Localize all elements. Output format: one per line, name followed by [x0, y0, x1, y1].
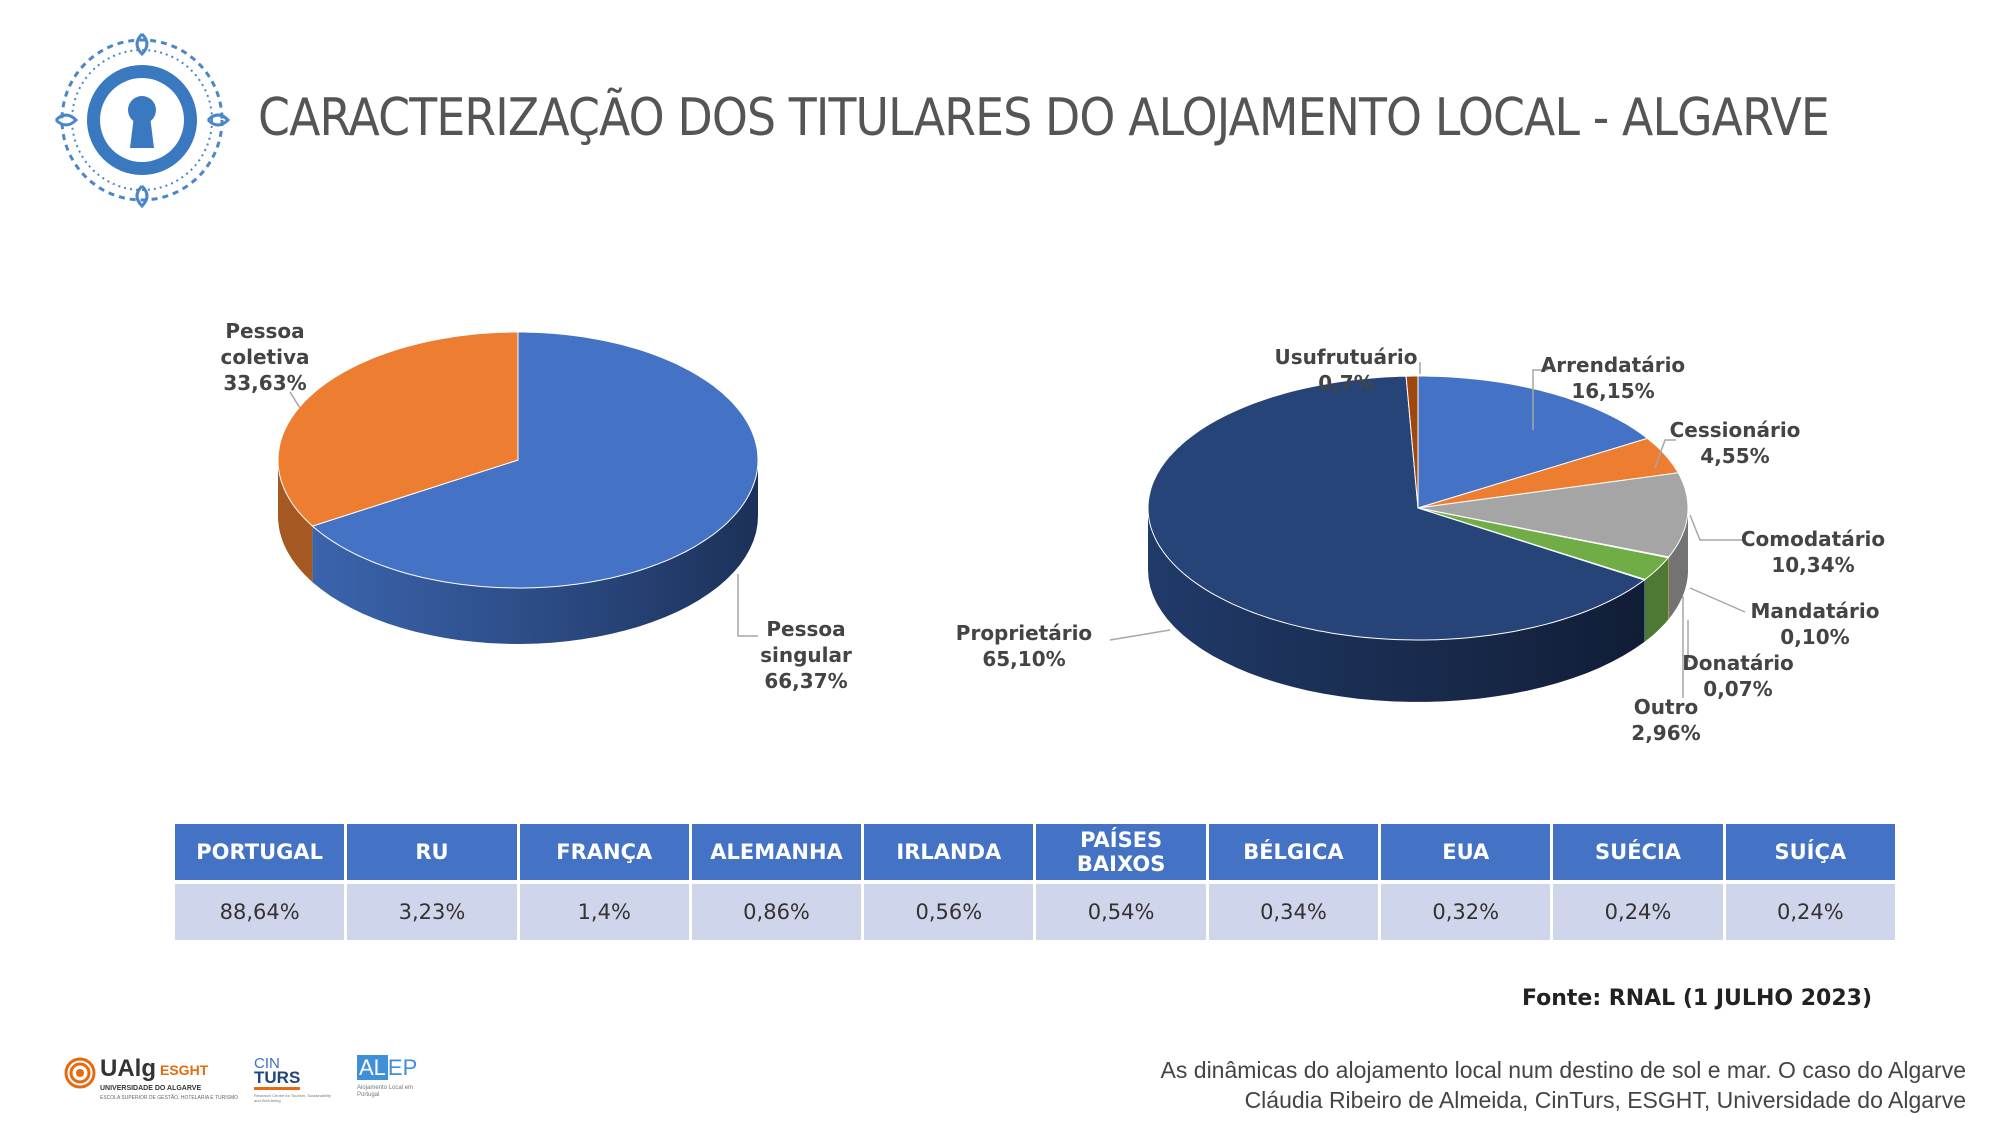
label-usufrutu-rio: Usufrutuário 0,7%: [1275, 345, 1418, 395]
pie-slice-arrendat-rio: [1417, 375, 1649, 509]
column-header: SUÍÇA: [1725, 824, 1895, 884]
alep-logo: ALEP Alojamento Local em Portugal: [357, 1055, 447, 1107]
table-cell: 0,54%: [1036, 884, 1206, 940]
table-cell: 0,56%: [864, 884, 1034, 940]
pie-slice-usufrutu-rio: [1405, 375, 1419, 509]
footer-line-2: Cláudia Ribeiro de Almeida, CinTurs, ESG…: [1244, 1087, 1966, 1113]
partner-logos: UAlg ESGHT UNIVERSIDADE DO ALGARVE ESCOL…: [64, 1055, 444, 1110]
pie-slice-pessoa-singular: [311, 331, 759, 589]
pie-slice-side: [278, 460, 313, 583]
ualg-mark-icon: [64, 1057, 96, 1089]
column-header: RU: [347, 824, 517, 884]
pie-labels: Pessoa coletiva 33,63% Pessoa singular 66,37%…: [221, 319, 1886, 745]
pie-slice-side: [312, 460, 758, 644]
table-cell: 88,64%: [175, 884, 345, 940]
pie-slice-cession-rio: [1417, 437, 1680, 509]
column-header: BÉLGICA: [1208, 824, 1379, 884]
table-cell: 0,32%: [1381, 884, 1551, 940]
pie-chart-titular-type: [277, 331, 759, 644]
ualg-esght-logo: UAlg ESGHT UNIVERSIDADE DO ALGARVE ESCOL…: [64, 1055, 254, 1107]
pie-slice-side: [1645, 557, 1669, 642]
pie-slice-side: [1668, 508, 1688, 619]
table-cell: 0,34%: [1208, 884, 1379, 940]
country-table: PORTUGAL RU FRANÇA ALEMANHA IRLANDA PAÍSES BA…: [172, 824, 1898, 940]
label-cession-rio: Cessionário 4,55%: [1670, 418, 1801, 468]
leader-line: [1689, 587, 1746, 613]
footer-credits: As dinâmicas do alojamento local num des…: [1161, 1055, 1966, 1115]
table-cell: 0,24%: [1725, 884, 1895, 940]
pie-slice-side: [1644, 579, 1645, 642]
column-header: ALEMANHA: [691, 824, 862, 884]
alep-al: AL: [357, 1055, 388, 1080]
label-propriet-rio: Proprietário 65,10%: [956, 621, 1092, 671]
ualg-subtitle-2: ESCOLA SUPERIOR DE GESTÃO, HOTELARIA E T…: [100, 1095, 238, 1101]
alep-name: ALEP: [357, 1055, 417, 1081]
leader-line: [737, 574, 758, 637]
table-row: 88,64% 3,23% 1,4% 0,86% 0,56% 0,54% 0,34% 0,32%…: [175, 884, 1895, 940]
ualg-subtitle: UNIVERSIDADE DO ALGARVE: [100, 1085, 202, 1092]
ualg-name: UAlg: [100, 1055, 156, 1082]
column-header: SUÉCIA: [1553, 824, 1723, 884]
pie-slice-propriet-rio: [1147, 375, 1646, 641]
pie-chart-titular-status: [1147, 375, 1689, 702]
label-leader-lines: [289, 362, 1746, 698]
label-pessoa-coletiva: Pessoa coletiva 33,63%: [221, 319, 310, 395]
label-arrendat-rio: Arrendatário 16,15%: [1541, 353, 1685, 403]
table-header-row: PORTUGAL RU FRANÇA ALEMANHA IRLANDA PAÍSES BA…: [175, 824, 1895, 884]
leader-line: [289, 391, 301, 409]
pie-slice-side: [1148, 508, 1645, 702]
table-cell: 0,24%: [1553, 884, 1723, 940]
leader-line: [1687, 620, 1691, 663]
column-header: PAÍSES BAIXOS: [1036, 824, 1206, 884]
leader-line: [1532, 369, 1548, 430]
pie-slice-outro: [1417, 507, 1670, 581]
alep-ep: EP: [387, 1055, 418, 1080]
pie-charts: Pessoa coletiva 33,63% Pessoa singular 66,37%…: [221, 319, 1886, 745]
column-header: FRANÇA: [519, 824, 689, 884]
leader-line: [1654, 439, 1676, 469]
cinturs-turs: TURS: [254, 1069, 301, 1090]
table-cell: 3,23%: [347, 884, 517, 940]
cinturs-cin: CIN: [254, 1055, 280, 1072]
leader-line: [1689, 514, 1742, 541]
cinturs-subtitle: Research Centre for Tourism, Sustainabil…: [254, 1093, 331, 1103]
label-pessoa-singular: Pessoa singular 66,37%: [760, 617, 852, 693]
keyhole-emblem-logo: [54, 32, 231, 209]
pie-slice-side: [1668, 557, 1669, 620]
source-note: Fonte: RNAL (1 JULHO 2023): [1521, 986, 1872, 1011]
label-donat-rio: Donatário 0,07%: [1682, 651, 1794, 701]
column-header: EUA: [1381, 824, 1551, 884]
leader-line: [1109, 629, 1171, 641]
pie-slice-pessoa-coletiva: [277, 331, 519, 527]
alep-subtitle: Alojamento Local em Portugal: [357, 1085, 414, 1098]
footer-line-1: As dinâmicas do alojamento local num des…: [1160, 1057, 1966, 1083]
cinturs-logo: CIN TURS Research Centre for Tourism, Su…: [254, 1055, 334, 1107]
table-cell: 0,86%: [691, 884, 862, 940]
column-header: PORTUGAL: [175, 824, 345, 884]
ualg-school: ESGHT: [160, 1062, 209, 1078]
page-title: CARACTERIZAÇÃO DOS TITULARES DO ALOJAMEN…: [258, 88, 1830, 148]
label-comodat-rio: Comodatário 10,34%: [1741, 527, 1885, 577]
pie-slice-comodat-rio: [1417, 472, 1689, 558]
column-header: IRLANDA: [864, 824, 1034, 884]
label-mandat-rio: Mandatário 0,10%: [1751, 599, 1880, 649]
table-cell: 1,4%: [519, 884, 689, 940]
label-outro: Outro 2,96%: [1631, 695, 1700, 745]
